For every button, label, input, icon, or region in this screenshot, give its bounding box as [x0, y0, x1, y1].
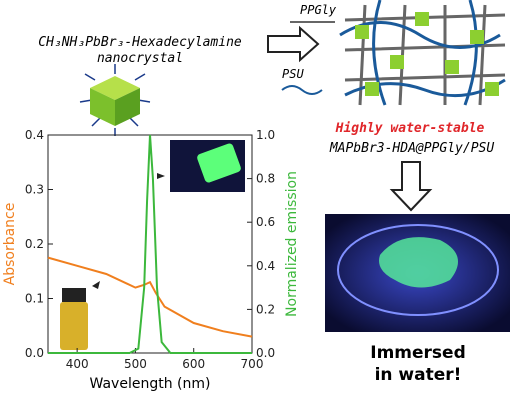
- x-tick-label: 700: [241, 357, 264, 371]
- x-axis-label: Wavelength (nm): [90, 376, 211, 392]
- pointer-arrow: [157, 173, 165, 179]
- cube-right: [115, 88, 140, 126]
- immersed-label-2: in water!: [375, 365, 462, 385]
- vial: [60, 302, 88, 350]
- y-tick-label: 0.4: [25, 128, 44, 142]
- x-tick-label: 600: [182, 357, 205, 371]
- y-tick-label: 0.1: [25, 292, 44, 306]
- polymer2-label: PSU: [282, 67, 304, 81]
- film: [379, 237, 458, 288]
- arrow-right: [267, 25, 320, 63]
- compound-sub-label: nanocrystal: [97, 51, 183, 66]
- y2-axis-label: Normalized emission: [284, 171, 300, 317]
- y2-tick-label: 0.0: [256, 346, 275, 360]
- x-tick-label: 400: [66, 357, 89, 371]
- compound-label: CH₃NH₃PbBr₃-Hexadecylamine: [38, 35, 242, 50]
- y2-tick-label: 0.4: [256, 259, 275, 273]
- x-tick-label: 500: [124, 357, 147, 371]
- data-line: [48, 134, 252, 354]
- y-axis-label: Absorbance: [2, 203, 18, 286]
- y2-tick-label: 0.6: [256, 215, 275, 229]
- stability-label: Highly water-stable: [335, 121, 485, 136]
- network-crystals: [355, 12, 499, 96]
- y2-tick-label: 0.2: [256, 302, 275, 316]
- cuvette: [197, 143, 241, 183]
- y-tick-label: 0.0: [25, 346, 44, 360]
- data-line: [47, 256, 253, 338]
- arrow-down: [389, 161, 433, 212]
- polymer1-label: PPGly: [300, 3, 337, 17]
- petri-dish: [337, 224, 499, 316]
- polymer2-line: [281, 85, 323, 95]
- immersed-label: Immersed: [370, 343, 465, 363]
- y-tick-label: 0.2: [25, 237, 44, 251]
- composite-label: MAPbBr3-HDA@PPGly/PSU: [329, 141, 495, 156]
- vial-cap: [62, 288, 86, 302]
- vial-arrow: [92, 281, 100, 289]
- y2-tick-label: 0.8: [256, 172, 275, 186]
- y-tick-label: 0.3: [25, 183, 44, 197]
- cube-left: [90, 88, 115, 126]
- nanocrystal-icon: [79, 64, 151, 136]
- y2-tick-label: 1.0: [256, 128, 275, 142]
